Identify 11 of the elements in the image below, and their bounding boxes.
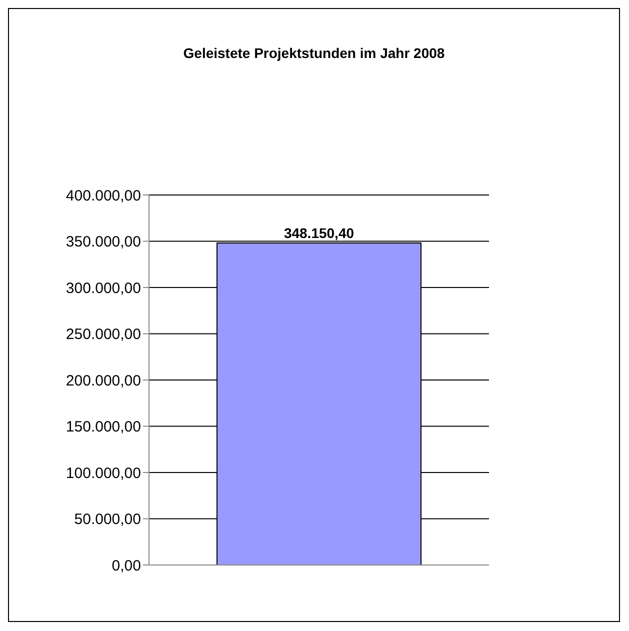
y-tick-label: 200.000,00 bbox=[66, 372, 141, 390]
chart-title: Geleistete Projektstunden im Jahr 2008 bbox=[182, 45, 446, 63]
y-tick-label: 400.000,00 bbox=[66, 187, 141, 204]
y-tick-label: 50.000,00 bbox=[74, 511, 141, 528]
y-tick-label: 100.000,00 bbox=[66, 464, 141, 482]
y-tick-label: 350.000,00 bbox=[66, 234, 141, 251]
y-tick-label: 250.000,00 bbox=[66, 326, 141, 344]
y-tick-label: 0,00 bbox=[112, 557, 141, 574]
y-tick-label: 300.000,00 bbox=[66, 280, 141, 297]
y-tick-label: 150.000,00 bbox=[66, 418, 141, 436]
data-label: 348.150,40 bbox=[284, 224, 354, 241]
